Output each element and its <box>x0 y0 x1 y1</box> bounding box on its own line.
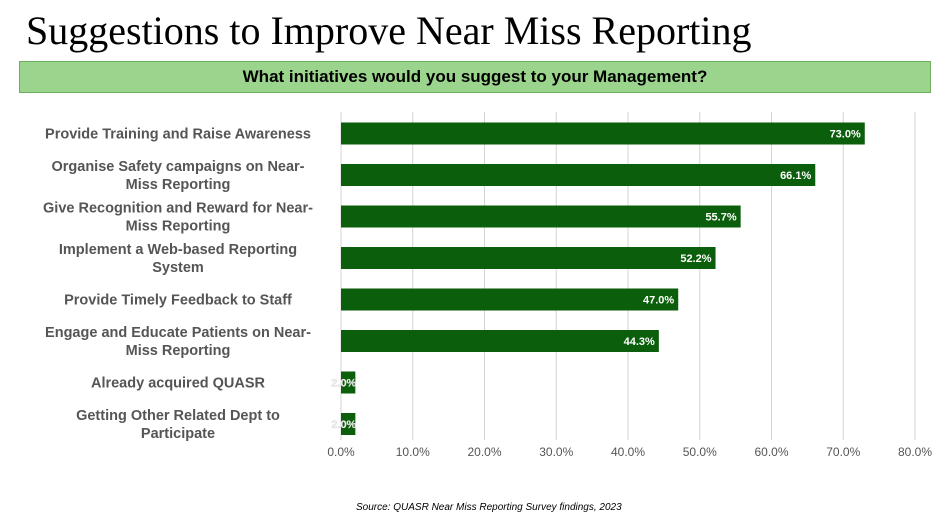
data-label: 52.2% <box>680 253 711 265</box>
bar <box>341 205 741 228</box>
bar <box>341 122 865 145</box>
data-label: 2.0% <box>331 378 356 390</box>
x-tick-label: 60.0% <box>754 445 788 459</box>
question-banner: What initiatives would you suggest to yo… <box>19 61 931 93</box>
category-label: Give Recognition and Reward for Near-Mis… <box>43 201 313 235</box>
source-note: Source: QUASR Near Miss Reporting Survey… <box>356 502 622 513</box>
category-label: Engage and Educate Patients on Near-Miss… <box>45 325 311 359</box>
category-label: Provide Training and Raise Awareness <box>45 127 311 143</box>
bar <box>341 371 356 394</box>
page-title: Suggestions to Improve Near Miss Reporti… <box>26 8 752 53</box>
data-label: 73.0% <box>830 129 861 141</box>
bar <box>341 164 816 186</box>
x-tick-label: 0.0% <box>327 445 355 459</box>
data-label: 44.3% <box>624 336 655 348</box>
data-label: 55.7% <box>705 212 736 224</box>
category-label: Organise Safety campaigns on Near-Miss R… <box>51 159 304 193</box>
category-label: Implement a Web-based Reporting System <box>59 242 297 276</box>
bar <box>341 288 679 311</box>
data-label: 47.0% <box>643 295 674 307</box>
x-tick-label: 30.0% <box>539 445 573 459</box>
category-label: Already acquired QUASR <box>91 376 266 392</box>
x-tick-label: 80.0% <box>898 445 932 459</box>
category-label: Getting Other Related Dept to Participate <box>76 408 280 442</box>
bar <box>341 247 716 269</box>
x-tick-label: 10.0% <box>396 445 430 459</box>
data-label: 66.1% <box>780 170 811 182</box>
x-tick-label: 50.0% <box>683 445 717 459</box>
category-label: Provide Timely Feedback to Staff <box>64 293 292 309</box>
x-tick-label: 20.0% <box>467 445 501 459</box>
bar <box>341 330 659 352</box>
data-label: 2.0% <box>331 419 356 431</box>
bar <box>341 413 356 435</box>
bar-chart: 0.0% 10.0% 20.0% 30.0% 40.0% 50.0% 60.0% 70.0% 8… <box>43 112 932 459</box>
x-tick-label: 70.0% <box>826 445 860 459</box>
x-tick-label: 40.0% <box>611 445 645 459</box>
